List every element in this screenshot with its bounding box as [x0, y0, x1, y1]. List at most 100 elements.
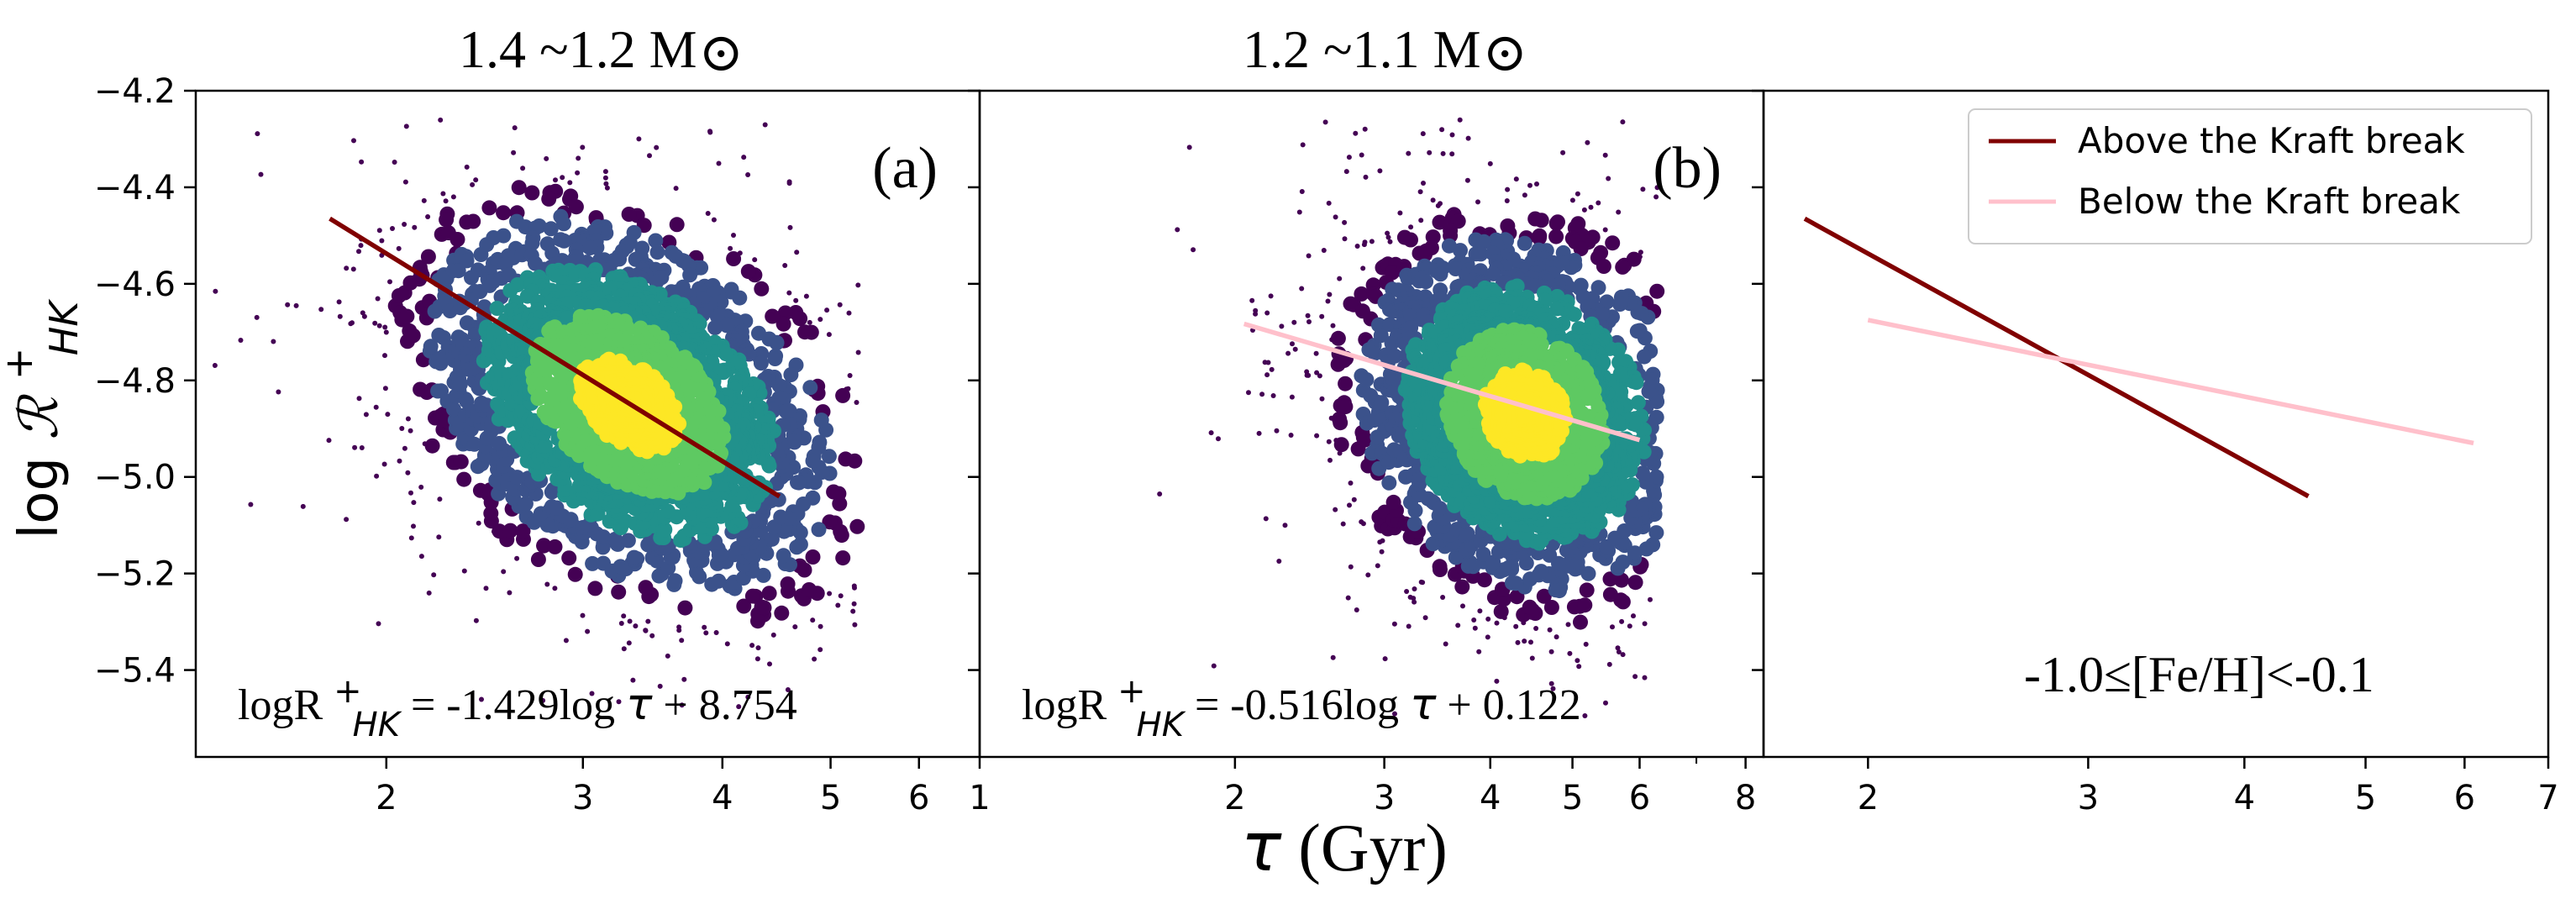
scatter-point — [654, 144, 660, 150]
panel-a: 2 3 4 5 6−5.4−5.2−5.0−4.8−4.6−4.4−4.2 1.4 ~1… — [94, 19, 981, 817]
scatter-point — [1575, 658, 1580, 664]
scatter-point — [705, 211, 711, 216]
scatter-point — [381, 461, 387, 467]
scatter-point — [1603, 700, 1608, 706]
scatter-point — [822, 514, 838, 530]
scatter-point — [1326, 200, 1332, 206]
scatter-point — [752, 257, 758, 263]
scatter-point — [1560, 150, 1566, 155]
scatter-point — [1607, 530, 1623, 546]
scatter-point — [1412, 599, 1417, 605]
scatter-point — [1635, 465, 1650, 481]
scatter-point — [382, 386, 388, 391]
scatter-point — [518, 496, 534, 512]
scatter-point — [1418, 274, 1434, 290]
scatter-point — [1582, 713, 1588, 718]
scatter-point — [1460, 603, 1465, 609]
scatter-point — [612, 559, 628, 575]
scatter-point — [1186, 144, 1192, 150]
scatter-point — [754, 656, 760, 662]
scatter-point — [464, 270, 479, 286]
scatter-point — [773, 509, 789, 525]
scatter-point — [1313, 350, 1319, 356]
scatter-point — [1365, 572, 1371, 578]
scatter-point — [630, 677, 636, 683]
scatter-point — [744, 588, 760, 604]
scatter-point — [778, 403, 794, 419]
scatter-point — [1282, 523, 1288, 528]
scatter-point — [1333, 214, 1338, 220]
scatter-point — [775, 548, 791, 564]
scatter-point — [589, 691, 595, 696]
scatter-point — [408, 535, 414, 541]
scatter-point — [1576, 664, 1582, 670]
scatter-point — [707, 129, 713, 135]
scatter-point — [1620, 119, 1626, 125]
scatter-point — [1508, 575, 1524, 591]
scatter-point — [563, 638, 569, 644]
scatter-point — [1216, 436, 1221, 442]
scatter-point — [838, 593, 844, 599]
scatter-point — [399, 426, 405, 431]
scatter-point — [483, 586, 489, 591]
scatter-point — [1493, 603, 1509, 619]
scatter-point — [402, 445, 407, 451]
scatter-point — [1517, 235, 1532, 251]
scatter-point — [1433, 266, 1448, 282]
scatter-point — [293, 302, 299, 308]
scatter-point — [783, 367, 799, 382]
scatter-point — [1473, 246, 1489, 262]
scatter-point — [736, 704, 742, 710]
scatter-point — [665, 653, 670, 659]
scatter-point — [851, 583, 857, 589]
scatter-point — [1259, 391, 1265, 397]
scatter-point — [412, 224, 418, 230]
scatter-point — [1522, 599, 1538, 615]
scatter-point — [1485, 616, 1491, 622]
scatter-point — [1611, 355, 1627, 370]
scatter-point — [318, 307, 324, 313]
scatter-point — [1246, 390, 1251, 396]
scatter-point — [794, 250, 800, 255]
scatter-point — [1522, 192, 1527, 198]
scatter-point — [1354, 286, 1369, 302]
scatter-point — [536, 538, 552, 554]
scatter-point — [854, 400, 860, 405]
scatter-point — [1382, 317, 1398, 333]
scatter-point — [1641, 383, 1657, 399]
x-tick-label: 2 — [1224, 779, 1245, 817]
y-tick-label: −4.6 — [94, 265, 176, 304]
scatter-point — [392, 160, 397, 165]
scatter-point — [436, 534, 442, 540]
scatter-point — [638, 580, 654, 596]
scatter-point — [745, 694, 751, 700]
scatter-point — [817, 647, 823, 653]
scatter-point — [1485, 265, 1501, 281]
scatter-point — [390, 226, 395, 231]
scatter-point — [740, 264, 756, 280]
scatter-point — [1637, 349, 1652, 365]
scatter-point — [1417, 246, 1433, 262]
panel-a-equation-sup: + — [334, 672, 362, 711]
scatter-point — [1306, 372, 1312, 378]
scatter-point — [1569, 197, 1575, 203]
scatter-point — [1588, 204, 1594, 210]
scatter-point — [1642, 621, 1648, 627]
scatter-point — [762, 122, 768, 128]
scatter-point — [1375, 563, 1380, 569]
x-tick-label: 1 — [969, 779, 990, 817]
scatter-point — [621, 613, 627, 619]
scatter-point — [681, 676, 687, 682]
scatter-point — [1575, 191, 1580, 197]
scatter-point — [403, 123, 409, 129]
scatter-point — [1472, 625, 1478, 631]
scatter-point — [1387, 348, 1403, 364]
scatter-point — [786, 181, 792, 187]
scatter-point — [1548, 680, 1554, 686]
scatter-point — [1381, 475, 1397, 491]
scatter-point — [1314, 433, 1320, 439]
scatter-point — [1476, 649, 1482, 654]
scatter-point — [483, 506, 499, 522]
scatter-point — [1342, 236, 1348, 242]
